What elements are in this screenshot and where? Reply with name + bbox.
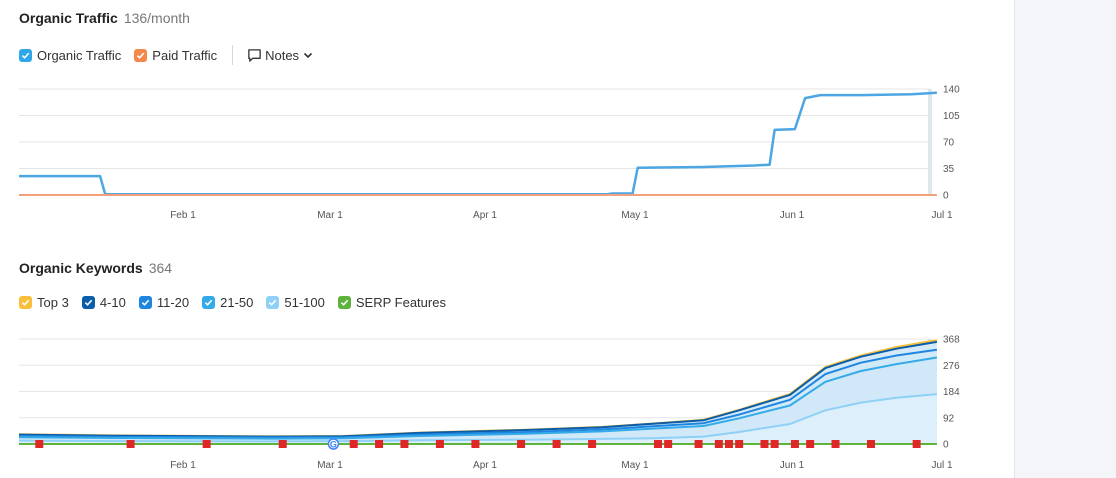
legend-serp-features[interactable]: SERP Features (337, 295, 446, 310)
legend-51-100[interactable]: 51-100 (266, 295, 325, 310)
flag-marker (35, 440, 44, 448)
y-tick-label: 140 (943, 85, 960, 96)
flag-marker (664, 440, 673, 448)
legend-label: Organic Traffic (37, 47, 122, 63)
y-tick-label: 35 (943, 164, 955, 175)
x-tick-label: Jul 1 (931, 210, 953, 221)
organic-keywords-heading: Organic Keywords 364 (19, 260, 172, 276)
legend-label: Paid Traffic (152, 47, 218, 63)
flag-marker (770, 440, 779, 448)
x-tick-label: Apr 1 (473, 210, 497, 221)
legend-label: Top 3 (37, 295, 69, 310)
flag-marker (517, 440, 526, 448)
flag-marker (725, 440, 733, 448)
legend-21-50[interactable]: 21-50 (202, 295, 253, 310)
checkbox-icon[interactable] (337, 296, 351, 309)
keywords-legend: Top 3 4-10 11-20 21-50 51-100 SERP Features (19, 295, 459, 310)
x-tick-label: Feb 1 (170, 460, 196, 471)
x-tick-label: May 1 (621, 460, 649, 471)
organic-keywords-value: 364 (148, 260, 173, 276)
x-tick-label: Jun 1 (780, 210, 805, 221)
legend-divider (232, 45, 234, 65)
flag-marker (202, 440, 211, 448)
flag-marker (867, 440, 875, 448)
right-side-panel (1014, 0, 1116, 478)
legend-label: 21-50 (220, 295, 254, 310)
checkbox-icon[interactable] (266, 296, 280, 309)
y-tick-label: 105 (943, 111, 960, 122)
google-update-icon (327, 438, 340, 450)
organic-traffic-chart: 0 35 70 105 140 Feb 1 Mar 1 Apr 1 May 1 Jun 1 Jul … (19, 85, 960, 221)
legend-top-3[interactable]: Top 3 (19, 295, 69, 310)
google-update-icon-glyph: G (330, 440, 337, 450)
organic-keywords-chart: 0 92 184 276 368 Feb 1 Mar 1 Apr 1 May 1 Jun 1 Jul… (18, 335, 960, 471)
flag-marker (806, 440, 815, 448)
y-tick-label: 276 (943, 361, 960, 372)
series-line-11-20 (18, 348, 938, 439)
series-line-51-100 (18, 393, 937, 443)
y-tick-label: 92 (943, 413, 955, 424)
flag-marker (694, 440, 703, 448)
flag-marker (400, 440, 409, 448)
y-tick-label: 70 (943, 138, 955, 149)
legend-11-20[interactable]: 11-20 (138, 295, 190, 310)
checkbox-icon[interactable] (134, 48, 148, 62)
x-tick-label: Mar 1 (317, 460, 343, 471)
x-tick-label: Mar 1 (317, 210, 343, 221)
flag-marker (735, 440, 744, 448)
checkbox-icon[interactable] (202, 296, 216, 309)
x-tick-label: Apr 1 (473, 460, 497, 471)
flag-marker (760, 440, 769, 448)
chevron-down-icon (303, 52, 313, 59)
organic-traffic-heading: Organic Traffic 136/month (19, 10, 190, 26)
legend-paid-traffic[interactable]: Paid Traffic (134, 48, 217, 63)
flag-marker (790, 440, 799, 448)
legend-label: 4-10 (99, 295, 126, 310)
checkbox-icon[interactable] (81, 296, 95, 309)
flag-marker (831, 440, 840, 448)
x-tick-label: May 1 (621, 210, 649, 221)
x-tick-label: Jul 1 (931, 460, 953, 471)
organic-traffic-title: Organic Traffic (19, 10, 118, 26)
flag-marker (912, 440, 921, 448)
notes-dropdown[interactable]: Notes (247, 48, 313, 63)
organic-traffic-value: 136/month (123, 10, 190, 26)
notes-label: Notes (265, 47, 300, 63)
flag-marker (278, 440, 287, 448)
y-tick-label: 0 (943, 440, 949, 451)
x-tick-label: Feb 1 (170, 210, 196, 221)
x-tick-label: Jun 1 (780, 460, 805, 471)
y-tick-label: 184 (943, 387, 960, 398)
y-tick-label: 0 (943, 191, 949, 202)
legend-4-10[interactable]: 4-10 (81, 295, 126, 310)
note-icon (248, 48, 261, 62)
y-tick-label: 368 (943, 335, 960, 346)
chart-scroll-edge (928, 89, 932, 195)
flag-marker (126, 440, 135, 448)
legend-label: 51-100 (284, 295, 325, 310)
series-area (19, 394, 937, 444)
flag-marker (471, 440, 480, 448)
flag-marker (349, 440, 358, 448)
organic-keywords-title: Organic Keywords (19, 260, 143, 276)
legend-label: 11-20 (156, 295, 190, 310)
checkbox-icon[interactable] (19, 48, 32, 62)
checkbox-icon[interactable] (19, 296, 32, 309)
legend-organic-traffic[interactable]: Organic Traffic (19, 48, 121, 63)
flag-marker (714, 440, 723, 448)
flag-marker (552, 440, 561, 448)
flag-marker (654, 440, 662, 448)
traffic-legend: Organic Traffic Paid Traffic Notes (19, 45, 313, 65)
checkbox-icon[interactable] (138, 296, 152, 309)
flag-marker (435, 440, 444, 448)
series-line-21-50 (18, 356, 938, 440)
legend-label: SERP Features (355, 295, 446, 310)
flag-marker (588, 440, 597, 448)
flag-marker (375, 440, 384, 448)
